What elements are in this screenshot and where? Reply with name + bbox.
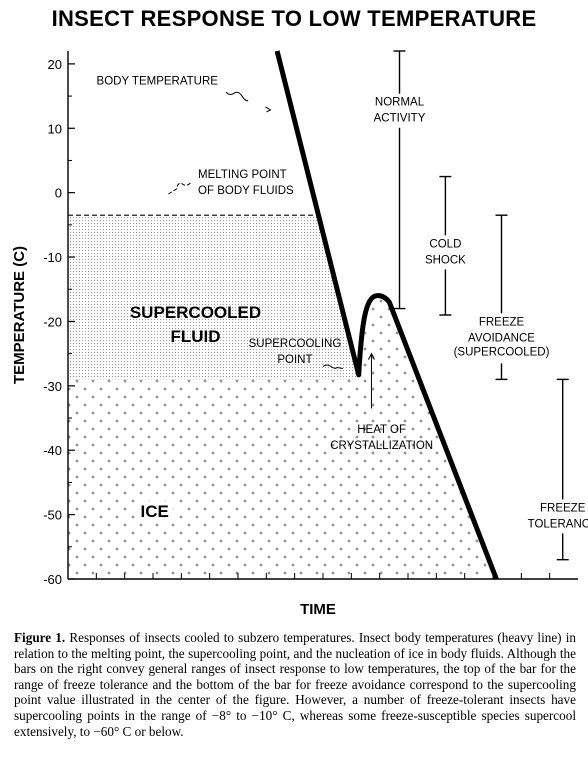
body-temperature-arrowhead bbox=[265, 106, 272, 113]
supercooled-region bbox=[68, 215, 359, 380]
caption-text: Responses of insects cooled to subzero t… bbox=[14, 630, 576, 739]
chart-svg: 20 10 0 -10 -20 -30 -40 -50 -60 BODY TEMPERATURE… bbox=[11, 50, 588, 618]
supercooling-point-pointer bbox=[322, 364, 344, 370]
melting-point-pointer bbox=[168, 182, 191, 195]
range-label: COLD bbox=[429, 238, 461, 250]
range-label: NORMAL bbox=[375, 97, 425, 109]
body-temperature-label: BODY TEMPERATURE bbox=[97, 75, 219, 87]
y-axis-label: TEMPERATURE (C) bbox=[11, 246, 28, 384]
range-label: TOLERANCE bbox=[528, 518, 588, 530]
range-label: FREEZE bbox=[540, 502, 586, 514]
series bbox=[274, 50, 499, 580]
melting-point-label: OF BODY FLUIDS bbox=[198, 185, 294, 197]
regions bbox=[68, 215, 497, 579]
supercooled-fluid-label: FLUID bbox=[170, 327, 220, 346]
figure-caption: Figure 1. Responses of insects cooled to… bbox=[14, 630, 576, 739]
y-tick-label: 20 bbox=[48, 57, 62, 72]
axes: 20 10 0 -10 -20 -30 -40 -50 -60 bbox=[43, 51, 578, 587]
supercooling-point-label: SUPERCOOLING bbox=[249, 338, 342, 350]
range-label: ACTIVITY bbox=[374, 113, 426, 125]
range-label: AVOIDANCE bbox=[468, 332, 535, 344]
axis-labels: TEMPERATURE (C) TIME bbox=[11, 246, 336, 618]
chart-title: INSECT RESPONSE TO LOW TEMPERATURE bbox=[51, 6, 537, 31]
response-ranges: NORMAL ACTIVITY COLD SHOCK FREEZE AVOIDANCE (S… bbox=[374, 50, 588, 561]
y-tick-label: 0 bbox=[55, 186, 62, 201]
y-tick-label: -20 bbox=[43, 314, 62, 329]
range-label: FREEZE bbox=[479, 316, 525, 328]
x-axis-label: TIME bbox=[300, 601, 336, 618]
y-tick-label: -10 bbox=[43, 250, 62, 265]
y-tick-label: -30 bbox=[43, 379, 62, 394]
y-tick-label: -50 bbox=[43, 508, 62, 523]
y-tick-label: -40 bbox=[43, 443, 62, 458]
ice-label: ICE bbox=[141, 502, 169, 521]
caption-lead: Figure 1. bbox=[14, 630, 66, 645]
ice-label-bg bbox=[134, 495, 175, 521]
body-temperature-line bbox=[274, 50, 499, 580]
y-tick-label: 10 bbox=[48, 121, 62, 136]
body-temperature-pointer bbox=[225, 91, 249, 102]
supercooling-point-label: POINT bbox=[277, 354, 312, 366]
heat-arrowhead bbox=[368, 352, 375, 360]
melting-point-label: MELTING POINT bbox=[198, 169, 287, 181]
heat-of-crystallization-label: HEAT OF bbox=[357, 424, 406, 436]
supercooled-fluid-label: SUPERCOOLED bbox=[130, 303, 261, 322]
y-tick-label: -60 bbox=[43, 572, 62, 587]
range-label: SHOCK bbox=[425, 254, 466, 266]
annotations: BODY TEMPERATURE MELTING POINT OF BODY FLU… bbox=[68, 75, 433, 521]
heat-of-crystallization-label: CRYSTALLIZATION bbox=[330, 440, 433, 452]
range-sublabel: (SUPERCOOLED) bbox=[454, 346, 550, 358]
ice-region bbox=[68, 295, 497, 579]
